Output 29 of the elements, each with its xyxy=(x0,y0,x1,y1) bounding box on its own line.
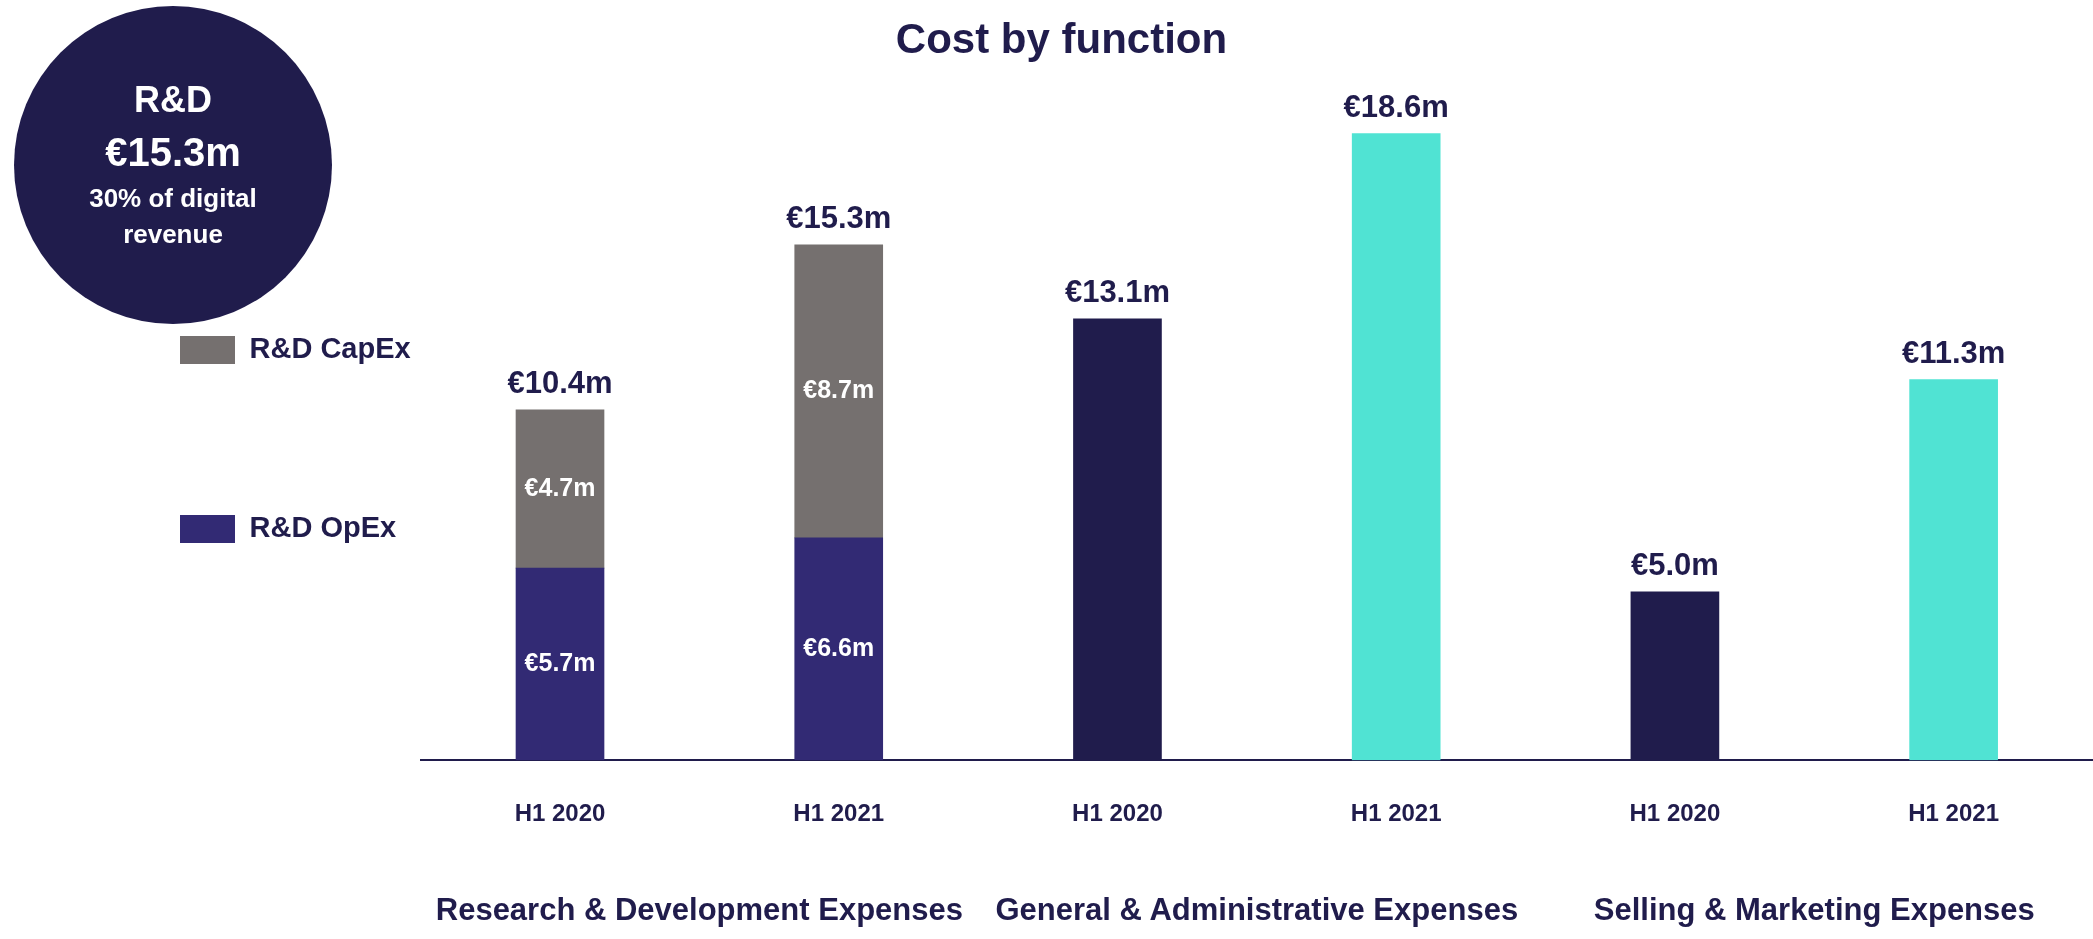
data-label: €13.1m xyxy=(1064,273,1171,309)
bar xyxy=(515,409,605,569)
data-label: €4.7m xyxy=(524,472,596,501)
text: Selling & Marketing Expenses xyxy=(1593,891,2035,927)
bar xyxy=(794,244,884,539)
bar xyxy=(794,537,884,761)
circle-badge: R&D €15.3m 30% of digital revenue xyxy=(14,6,332,324)
x-tick-label: H1 2020 xyxy=(1629,799,1721,827)
data-label: €5.7m xyxy=(524,648,596,677)
bar xyxy=(1351,133,1441,761)
legend-label: R&D OpEx xyxy=(249,511,397,543)
bar xyxy=(515,567,605,761)
data-label: €8.7m xyxy=(803,375,875,404)
text: General & Administrative Expenses xyxy=(995,891,1519,927)
x-tick-label: H1 2020 xyxy=(1072,799,1163,827)
chart-title: Cost by function xyxy=(895,14,1228,62)
data-label: €5.0m xyxy=(1630,546,1719,582)
data-label: €11.3m xyxy=(1901,334,2006,370)
bar xyxy=(1909,379,1998,761)
x-tick-label: H1 2021 xyxy=(1350,799,1442,827)
total-label: €10.4m xyxy=(507,364,613,400)
x-tick-label: H1 2020 xyxy=(514,799,606,827)
text: Research & Development Expenses xyxy=(435,891,963,927)
total-label: €15.3m xyxy=(786,199,892,235)
data-label: €6.6m xyxy=(803,632,875,661)
data-label: €18.6m xyxy=(1343,88,1449,124)
x-tick-label: H1 2021 xyxy=(793,799,885,827)
legend-label: R&D CapEx xyxy=(249,332,411,364)
x-tick-label: H1 2021 xyxy=(1908,799,2000,827)
